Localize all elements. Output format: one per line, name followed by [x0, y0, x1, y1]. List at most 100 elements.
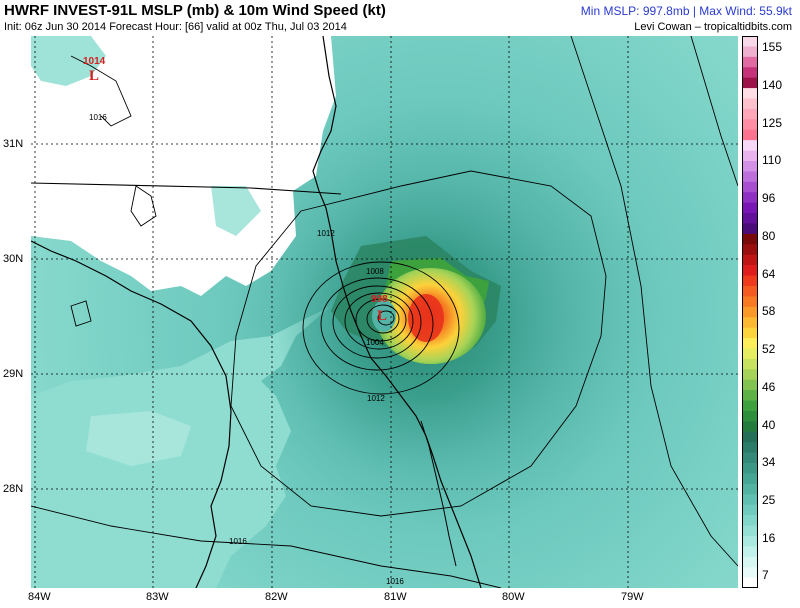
colorbar-swatch: [742, 160, 758, 172]
low-pressure-marker: L: [89, 68, 99, 84]
wind-patch-inland: [211, 186, 261, 236]
colorbar-swatch: [742, 98, 758, 110]
colorbar-swatch: [742, 140, 758, 152]
colorbar-tick: 155: [762, 40, 783, 54]
colorbar-tick: 25: [762, 493, 776, 507]
colorbar-swatch: [742, 494, 758, 506]
colorbar-swatch: [742, 452, 758, 464]
colorbar-swatch: [742, 233, 758, 245]
colorbar-swatch: [742, 379, 758, 391]
colorbar-swatches: [742, 36, 758, 588]
colorbar-tick: 96: [762, 191, 776, 205]
lon-label: 84W: [28, 591, 51, 603]
colorbar-swatch: [742, 525, 758, 537]
colorbar-tick: 46: [762, 380, 776, 394]
map-title: HWRF INVEST-91L MSLP (mb) & 10m Wind Spe…: [4, 2, 386, 19]
colorbar-swatch: [742, 67, 758, 79]
isobar-label: 1016: [229, 537, 247, 546]
colorbar-swatch: [742, 129, 758, 141]
colorbar-swatch: [742, 327, 758, 339]
colorbar-swatch: [742, 244, 758, 256]
colorbar-swatch: [742, 317, 758, 329]
colorbar-tick: 16: [762, 531, 776, 545]
colorbar: 155 140 125 110 96 80 64 58 52 46 40 34 …: [742, 36, 800, 588]
colorbar-swatch: [742, 473, 758, 485]
credit: Levi Cowan – tropicaltidbits.com: [634, 21, 792, 33]
high-low-value: 1014: [83, 56, 106, 67]
colorbar-tick: 58: [762, 304, 776, 318]
colorbar-swatch: [742, 556, 758, 568]
colorbar-swatch: [742, 108, 758, 120]
isobar-label: 1012: [367, 394, 385, 403]
map-subtitle: Init: 06z Jun 30 2014 Forecast Hour: [66…: [4, 21, 347, 33]
colorbar-swatch: [742, 504, 758, 516]
colorbar-swatch: [742, 213, 758, 225]
colorbar-tick: 52: [762, 342, 776, 356]
wind-patch-gulf: [86, 411, 191, 466]
colorbar-swatch: [742, 369, 758, 381]
land-calm-patch: [136, 116, 201, 186]
colorbar-tick: 7: [762, 568, 769, 582]
colorbar-swatch: [742, 265, 758, 277]
colorbar-tick: 110: [762, 153, 782, 167]
colorbar-swatch: [742, 46, 758, 58]
colorbar-swatch: [742, 119, 758, 131]
colorbar-swatch: [742, 56, 758, 68]
colorbar-swatch: [742, 400, 758, 412]
colorbar-swatch: [742, 77, 758, 89]
storm-min-pressure: 998: [371, 294, 388, 305]
colorbar-tick: 125: [762, 116, 783, 130]
colorbar-swatch: [742, 567, 758, 579]
colorbar-swatch: [742, 410, 758, 422]
isobar-label: 1016: [89, 113, 107, 122]
colorbar-swatch: [742, 223, 758, 235]
lon-label: 82W: [265, 591, 288, 603]
colorbar-swatch: [742, 546, 758, 558]
isobar-label: 1016: [386, 577, 404, 586]
wind-patch-nw: [31, 36, 106, 86]
colorbar-tick: 140: [762, 78, 783, 92]
colorbar-swatch: [742, 36, 758, 48]
lon-label: 79W: [621, 591, 644, 603]
colorbar-tick: 34: [762, 455, 776, 469]
header: HWRF INVEST-91L MSLP (mb) & 10m Wind Spe…: [0, 0, 800, 36]
lat-label: 30N: [3, 253, 24, 265]
storm-stats: Min MSLP: 997.8mb | Max Wind: 55.9kt: [580, 4, 792, 18]
colorbar-swatch: [742, 181, 758, 193]
colorbar-swatch: [742, 254, 758, 266]
colorbar-swatch: [742, 421, 758, 433]
lon-label: 80W: [502, 591, 525, 603]
colorbar-tick: 64: [762, 267, 776, 281]
colorbar-swatch: [742, 202, 758, 214]
colorbar-tick: 80: [762, 229, 776, 243]
lat-label: 31N: [3, 138, 24, 150]
colorbar-swatch: [742, 150, 758, 162]
colorbar-swatch: [742, 285, 758, 297]
storm-low-marker: L: [377, 308, 387, 324]
colorbar-swatch: [742, 275, 758, 287]
isobar-label: 1008: [366, 267, 384, 276]
state-border: [31, 182, 342, 195]
colorbar-swatch: [742, 171, 758, 183]
lon-label: 81W: [384, 591, 407, 603]
colorbar-swatch: [742, 88, 758, 100]
colorbar-swatch: [742, 358, 758, 370]
colorbar-tick: 40: [762, 418, 776, 432]
colorbar-swatch: [742, 306, 758, 318]
isobar-label: 1012: [317, 229, 335, 238]
colorbar-border: [742, 36, 758, 588]
lon-label: 83W: [146, 591, 169, 603]
colorbar-swatch: [742, 431, 758, 443]
lat-label: 28N: [3, 483, 24, 495]
gulf-coastline: [31, 240, 232, 588]
isobars: [31, 36, 738, 588]
colorbar-swatch: [742, 463, 758, 475]
weather-map: 1016 1012 1008 1004 1012 1016 1016 1014 …: [31, 36, 738, 588]
map-svg: 1016 1012 1008 1004 1012 1016 1016 1014 …: [31, 36, 738, 588]
colorbar-swatch: [742, 483, 758, 495]
colorbar-swatch: [742, 296, 758, 308]
colorbar-swatch: [742, 442, 758, 454]
colorbar-swatch: [742, 515, 758, 527]
colorbar-swatch: [742, 535, 758, 547]
colorbar-swatch: [742, 348, 758, 360]
